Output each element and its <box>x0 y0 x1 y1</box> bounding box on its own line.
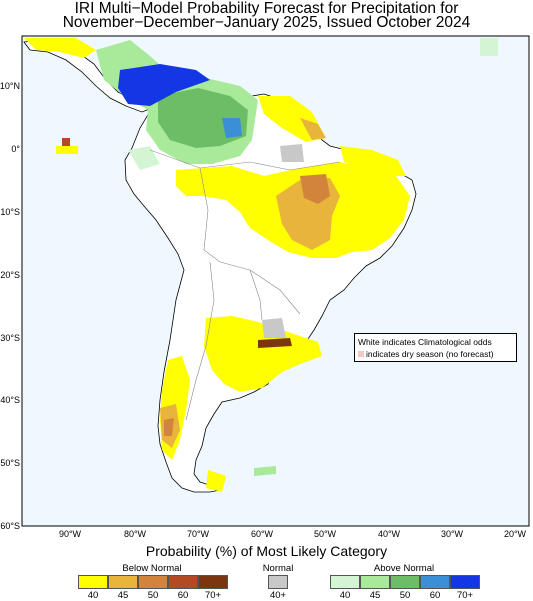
legend-below-tick: 45 <box>117 590 129 601</box>
lon-label: 80°W <box>124 529 147 539</box>
legend-above-swatch <box>450 575 480 589</box>
lat-label: 0° <box>11 144 20 154</box>
legend-note: White indicates Climatological odds indi… <box>354 333 517 362</box>
legend-above-tick: 50 <box>399 590 411 601</box>
below-normal-40-h <box>206 470 226 492</box>
legend-above-tick: 40 <box>339 590 351 601</box>
below-normal-40-f <box>340 146 406 176</box>
below-normal-50 <box>300 174 330 204</box>
lat-label: 20°S <box>0 270 20 280</box>
lon-label: 90°W <box>59 529 82 539</box>
below-normal-40-g <box>24 38 96 58</box>
above-normal-areas <box>96 38 498 476</box>
lat-label: 10°N <box>0 81 20 91</box>
legend-below-tick: 40 <box>87 590 99 601</box>
legend-below-swatch <box>198 575 228 589</box>
legend-below-swatch <box>138 575 168 589</box>
legend-above-tick: 45 <box>369 590 381 601</box>
note-line1: White indicates Climatological odds <box>358 337 492 347</box>
legend-below-tick: 50 <box>147 590 159 601</box>
lat-label: 30°S <box>0 333 20 343</box>
lon-label: 70°W <box>187 529 210 539</box>
lon-axis: 90°W 80°W 70°W 60°W 50°W 40°W 30°W 20°W <box>59 529 527 539</box>
legend-above-swatch <box>420 575 450 589</box>
lat-label: 60°S <box>0 521 20 531</box>
normal-40 <box>262 318 286 338</box>
below-normal-40-b <box>204 316 322 392</box>
below-normal-45-e <box>300 118 326 140</box>
map-title-line2: November−December−January 2025, Issued O… <box>62 14 471 31</box>
legend-above-tick: 60 <box>429 590 441 601</box>
below-normal-50-c <box>164 418 174 436</box>
below-normal-40-i <box>56 146 78 154</box>
country-borders <box>149 149 341 421</box>
legend-below-normal-title: Below Normal <box>122 563 182 574</box>
note-line2: indicates dry season (no forecast) <box>366 349 494 359</box>
legend-below-swatch <box>108 575 138 589</box>
legend-below-tick: 70+ <box>204 590 222 601</box>
legend-above-swatch <box>330 575 360 589</box>
lat-label: 50°S <box>0 458 20 468</box>
above-normal-70 <box>118 64 210 106</box>
lat-label: 40°S <box>0 395 20 405</box>
lat-axis: 10°N 0° 10°S 20°S 30°S 40°S 50°S 60°S <box>0 81 20 531</box>
lon-label: 40°W <box>378 529 401 539</box>
below-normal-60-d <box>258 338 292 348</box>
legend-normal-title: Normal <box>262 563 294 574</box>
lon-label: 50°W <box>314 529 337 539</box>
legend-above-normal-title: Above Normal <box>373 563 435 574</box>
lon-label: 30°W <box>441 529 464 539</box>
map-title-line1: IRI Multi−Model Probability Forecast for… <box>74 0 459 17</box>
below-normal-areas <box>24 38 410 492</box>
above-normal-60 <box>222 118 242 138</box>
legend-below-tick: 60 <box>177 590 189 601</box>
legend-title: Probability (%) of Most Likely Category <box>145 543 388 559</box>
lon-label: 60°W <box>251 529 274 539</box>
dry-season-swatch <box>358 351 364 357</box>
normal-areas <box>262 144 304 338</box>
legend-above-swatch <box>360 575 390 589</box>
above-normal-45-b <box>254 466 276 476</box>
legend-normal-tick: 40+ <box>269 590 287 601</box>
above-normal-40 <box>480 38 498 56</box>
legend-below-swatch <box>78 575 108 589</box>
lon-label: 20°W <box>504 529 527 539</box>
legend-above-swatch <box>390 575 420 589</box>
legend-normal-swatch <box>268 575 288 589</box>
above-normal-40-b <box>128 146 160 170</box>
legend-below-swatch <box>168 575 198 589</box>
lat-label: 10°S <box>0 207 20 217</box>
normal-40-b <box>280 144 304 162</box>
legend-above-tick: 70+ <box>456 590 474 601</box>
below-normal-60-i <box>62 138 70 148</box>
